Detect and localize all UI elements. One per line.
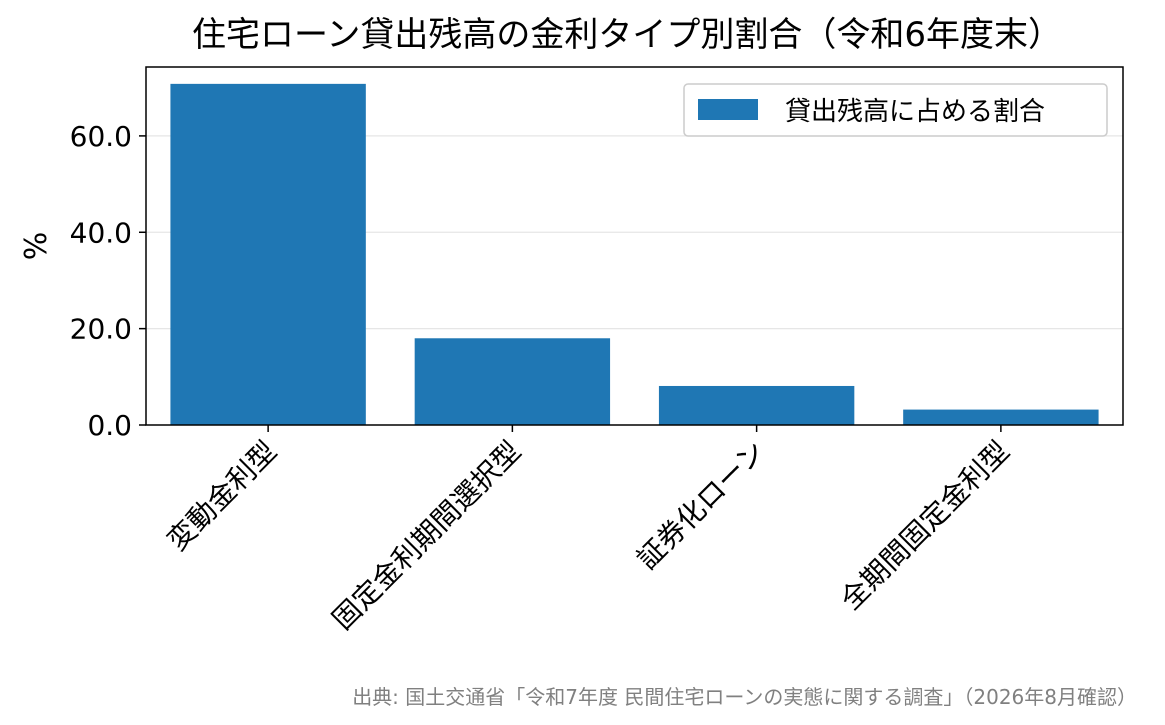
source-note: 出典: 国土交通省「令和7年度 民間住宅ローンの実態に関する調査」（2026年8… — [352, 685, 1137, 709]
bar — [903, 409, 1099, 425]
legend: 貸出残高に占める割合 — [683, 83, 1108, 137]
plot-frame — [145, 66, 1124, 426]
y-axis: 0.0 20.0 40.0 60.0 — [70, 120, 146, 442]
bar — [658, 385, 855, 425]
legend-label: 貸出残高に占める割合 — [785, 97, 1045, 127]
bar — [170, 83, 366, 425]
chart-title: 住宅ローン貸出残高の金利タイプ別割合（令和6年度末） — [192, 15, 1062, 55]
y-tick-label: 40.0 — [70, 216, 132, 249]
bars — [170, 83, 1099, 425]
legend-swatch — [698, 99, 758, 120]
y-tick-label: 0.0 — [87, 409, 132, 442]
y-axis-label: % — [19, 232, 54, 261]
y-tick-label: 60.0 — [70, 120, 132, 153]
legend-box — [683, 83, 1108, 137]
bar — [414, 338, 611, 425]
y-tick-label: 20.0 — [70, 313, 132, 346]
